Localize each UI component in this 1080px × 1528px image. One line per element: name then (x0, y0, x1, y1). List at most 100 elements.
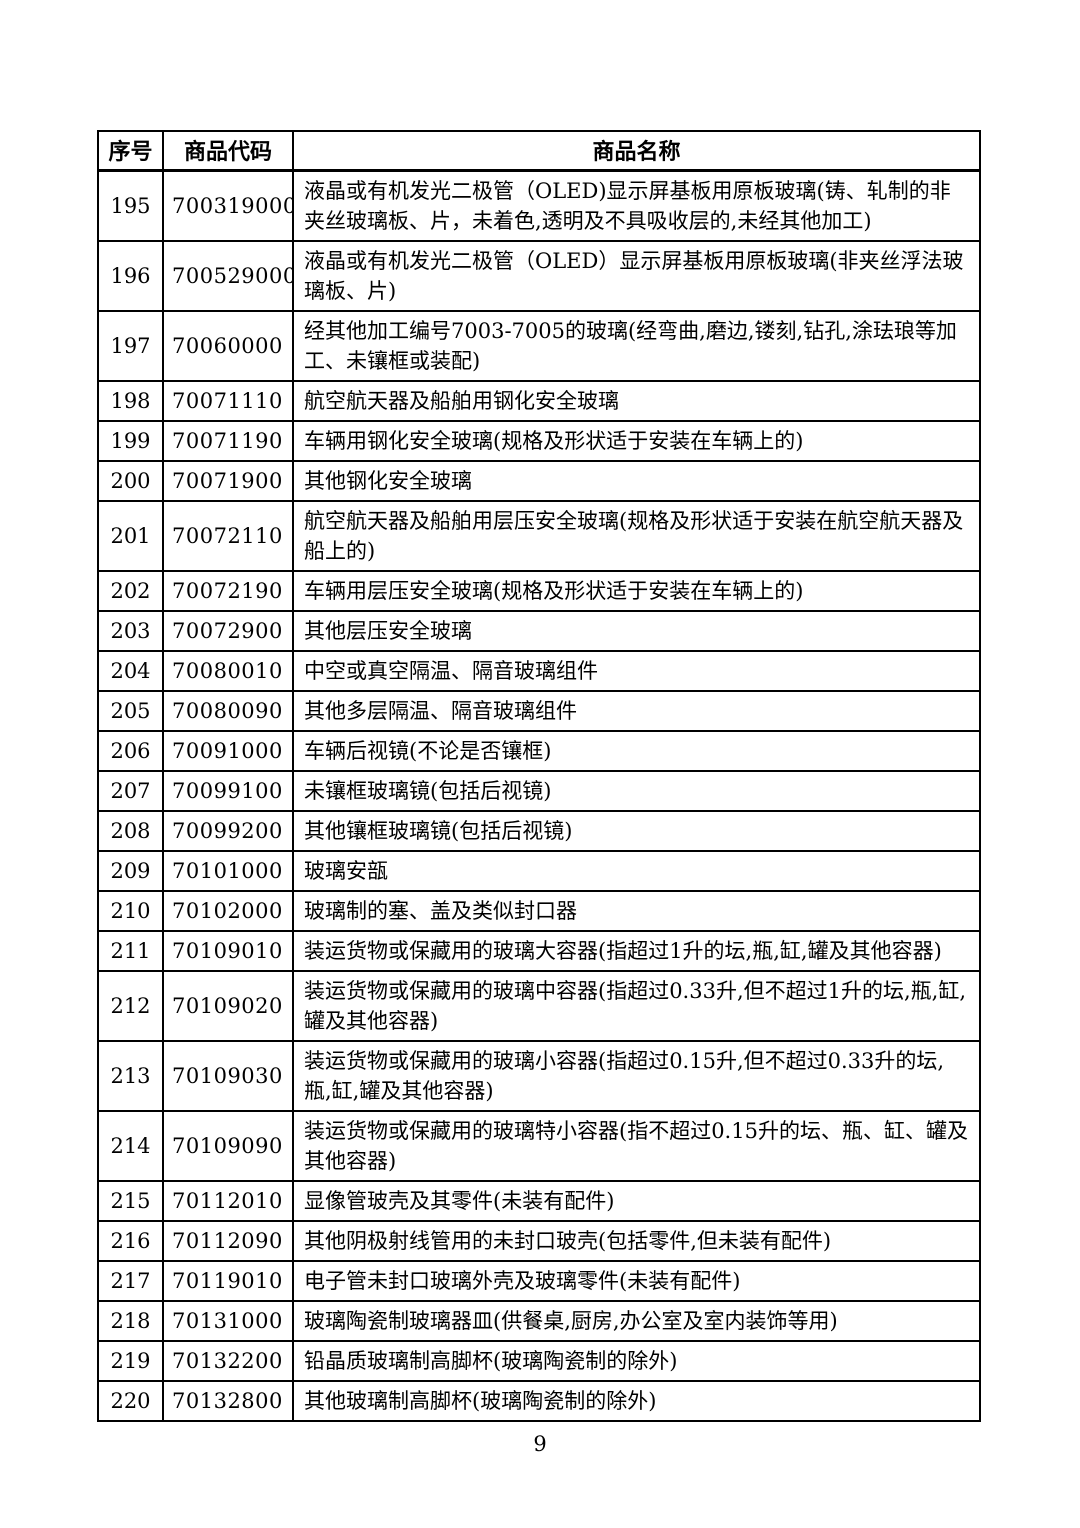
cell-commodity-code: 70109020 (162, 969, 294, 1042)
cell-commodity-name: 装运货物或保藏用的玻璃大容器(指超过1升的坛,瓶,缸,罐及其他容器) (292, 929, 981, 972)
cell-commodity-code: 70060000 (162, 309, 294, 382)
cell-commodity-code: 70131000 (162, 1299, 294, 1342)
header-serial-number: 序号 (97, 130, 164, 172)
table-row: 205 70080090 其他多层隔温、隔音玻璃组件 (97, 689, 981, 732)
cell-commodity-code: 70099100 (162, 769, 294, 812)
cell-commodity-code: 70080010 (162, 649, 294, 692)
cell-commodity-name: 玻璃制的塞、盖及类似封口器 (292, 889, 981, 932)
cell-serial-number: 210 (97, 889, 164, 932)
cell-commodity-code: 70072110 (162, 499, 294, 572)
cell-commodity-name: 中空或真空隔温、隔音玻璃组件 (292, 649, 981, 692)
cell-commodity-name: 其他阴极射线管用的未封口玻壳(包括零件,但未装有配件) (292, 1219, 981, 1262)
cell-serial-number: 213 (97, 1039, 164, 1112)
table-head: 序号 商品代码 商品名称 (97, 130, 981, 172)
table-row: 197 70060000 经其他加工编号7003-7005的玻璃(经弯曲,磨边,镂刻… (97, 309, 981, 382)
cell-serial-number: 205 (97, 689, 164, 732)
table-row: 214 70109090 装运货物或保藏用的玻璃特小容器(指不超过0.15升的坛、瓶… (97, 1109, 981, 1182)
cell-serial-number: 201 (97, 499, 164, 572)
cell-commodity-name: 车辆用层压安全玻璃(规格及形状适于安装在车辆上的) (292, 569, 981, 612)
cell-commodity-code: 70072900 (162, 609, 294, 652)
header-commodity-code: 商品代码 (162, 130, 294, 172)
cell-serial-number: 214 (97, 1109, 164, 1182)
cell-commodity-code: 70112090 (162, 1219, 294, 1262)
cell-commodity-name: 经其他加工编号7003-7005的玻璃(经弯曲,磨边,镂刻,钻孔,涂珐琅等加工、… (292, 309, 981, 382)
cell-commodity-code: 70112010 (162, 1179, 294, 1222)
cell-serial-number: 216 (97, 1219, 164, 1262)
cell-serial-number: 206 (97, 729, 164, 772)
cell-commodity-name: 航空航天器及船舶用层压安全玻璃(规格及形状适于安装在航空航天器及船上的) (292, 499, 981, 572)
cell-commodity-name: 电子管未封口玻璃外壳及玻璃零件(未装有配件) (292, 1259, 981, 1302)
cell-commodity-name: 液晶或有机发光二极管（OLED）显示屏基板用原板玻璃(非夹丝浮法玻璃板、片) (292, 239, 981, 312)
table-row: 215 70112010 显像管玻壳及其零件(未装有配件) (97, 1179, 981, 1222)
table-row: 208 70099200 其他镶框玻璃镜(包括后视镜) (97, 809, 981, 852)
table-body: 1957003190001液晶或有机发光二极管（OLED)显示屏基板用原板玻璃(… (97, 169, 981, 1422)
table-row: 216 70112090 其他阴极射线管用的未封口玻壳(包括零件,但未装有配件) (97, 1219, 981, 1262)
cell-serial-number: 211 (97, 929, 164, 972)
table-header-row: 序号 商品代码 商品名称 (97, 130, 981, 172)
cell-commodity-code: 70099200 (162, 809, 294, 852)
table-row: 1957003190001液晶或有机发光二极管（OLED)显示屏基板用原板玻璃(… (97, 169, 981, 242)
table-row: 200 70071900 其他钢化安全玻璃 (97, 459, 981, 502)
table-row: 198 70071110 航空航天器及船舶用钢化安全玻璃 (97, 379, 981, 422)
cell-serial-number: 203 (97, 609, 164, 652)
header-commodity-name: 商品名称 (292, 130, 981, 172)
cell-commodity-name: 装运货物或保藏用的玻璃中容器(指超过0.33升,但不超过1升的坛,瓶,缸,罐及其… (292, 969, 981, 1042)
cell-commodity-name: 其他玻璃制高脚杯(玻璃陶瓷制的除外) (292, 1379, 981, 1422)
cell-serial-number: 202 (97, 569, 164, 612)
cell-serial-number: 200 (97, 459, 164, 502)
cell-serial-number: 195 (97, 169, 164, 242)
cell-serial-number: 196 (97, 239, 164, 312)
cell-commodity-name: 车辆用钢化安全玻璃(规格及形状适于安装在车辆上的) (292, 419, 981, 462)
table-row: 219 70132200 铅晶质玻璃制高脚杯(玻璃陶瓷制的除外) (97, 1339, 981, 1382)
cell-commodity-name: 未镶框玻璃镜(包括后视镜) (292, 769, 981, 812)
table-row: 202 70072190 车辆用层压安全玻璃(规格及形状适于安装在车辆上的) (97, 569, 981, 612)
cell-serial-number: 217 (97, 1259, 164, 1302)
cell-serial-number: 207 (97, 769, 164, 812)
table-row: 204 70080010 中空或真空隔温、隔音玻璃组件 (97, 649, 981, 692)
table-row: 218 70131000 玻璃陶瓷制玻璃器皿(供餐桌,厨房,办公室及室内装饰等用) (97, 1299, 981, 1342)
cell-serial-number: 212 (97, 969, 164, 1042)
table-row: 213 70109030 装运货物或保藏用的玻璃小容器(指超过0.15升,但不超过0… (97, 1039, 981, 1112)
table-row: 203 70072900 其他层压安全玻璃 (97, 609, 981, 652)
cell-commodity-name: 车辆后视镜(不论是否镶框) (292, 729, 981, 772)
cell-commodity-name: 航空航天器及船舶用钢化安全玻璃 (292, 379, 981, 422)
cell-commodity-code: 7003190001 (162, 169, 294, 242)
cell-serial-number: 220 (97, 1379, 164, 1422)
cell-commodity-code: 70091000 (162, 729, 294, 772)
cell-commodity-code: 70132800 (162, 1379, 294, 1422)
cell-commodity-name: 装运货物或保藏用的玻璃小容器(指超过0.15升,但不超过0.33升的坛,瓶,缸,… (292, 1039, 981, 1112)
cell-commodity-name: 玻璃陶瓷制玻璃器皿(供餐桌,厨房,办公室及室内装饰等用) (292, 1299, 981, 1342)
table-row: 217 70119010 电子管未封口玻璃外壳及玻璃零件(未装有配件) (97, 1259, 981, 1302)
cell-commodity-code: 70109030 (162, 1039, 294, 1112)
cell-commodity-name: 液晶或有机发光二极管（OLED)显示屏基板用原板玻璃(铸、轧制的非夹丝玻璃板、片… (292, 169, 981, 242)
cell-serial-number: 215 (97, 1179, 164, 1222)
table-row: 220 70132800 其他玻璃制高脚杯(玻璃陶瓷制的除外) (97, 1379, 981, 1422)
cell-commodity-code: 7005290002 (162, 239, 294, 312)
cell-commodity-code: 70071110 (162, 379, 294, 422)
cell-serial-number: 219 (97, 1339, 164, 1382)
commodity-table: 序号 商品代码 商品名称 1957003190001液晶或有机发光二极管（OLE… (97, 130, 981, 1422)
cell-commodity-code: 70132200 (162, 1339, 294, 1382)
table-row: 209 70101000 玻璃安瓿 (97, 849, 981, 892)
cell-serial-number: 204 (97, 649, 164, 692)
table-row: 201 70072110 航空航天器及船舶用层压安全玻璃(规格及形状适于安装在航空航… (97, 499, 981, 572)
cell-commodity-code: 70119010 (162, 1259, 294, 1302)
cell-commodity-code: 70109090 (162, 1109, 294, 1182)
cell-commodity-code: 70109010 (162, 929, 294, 972)
table-row: 207 70099100 未镶框玻璃镜(包括后视镜) (97, 769, 981, 812)
cell-commodity-code: 70102000 (162, 889, 294, 932)
table-row: 211 70109010 装运货物或保藏用的玻璃大容器(指超过1升的坛,瓶,缸,罐及… (97, 929, 981, 972)
cell-serial-number: 199 (97, 419, 164, 462)
cell-commodity-name: 显像管玻壳及其零件(未装有配件) (292, 1179, 981, 1222)
cell-commodity-code: 70071900 (162, 459, 294, 502)
cell-commodity-name: 玻璃安瓿 (292, 849, 981, 892)
cell-commodity-name: 其他镶框玻璃镜(包括后视镜) (292, 809, 981, 852)
table-row: 199 70071190 车辆用钢化安全玻璃(规格及形状适于安装在车辆上的) (97, 419, 981, 462)
table-row: 212 70109020 装运货物或保藏用的玻璃中容器(指超过0.33升,但不超过1… (97, 969, 981, 1042)
cell-commodity-code: 70072190 (162, 569, 294, 612)
cell-commodity-code: 70101000 (162, 849, 294, 892)
cell-serial-number: 218 (97, 1299, 164, 1342)
table-row: 210 70102000 玻璃制的塞、盖及类似封口器 (97, 889, 981, 932)
cell-serial-number: 208 (97, 809, 164, 852)
